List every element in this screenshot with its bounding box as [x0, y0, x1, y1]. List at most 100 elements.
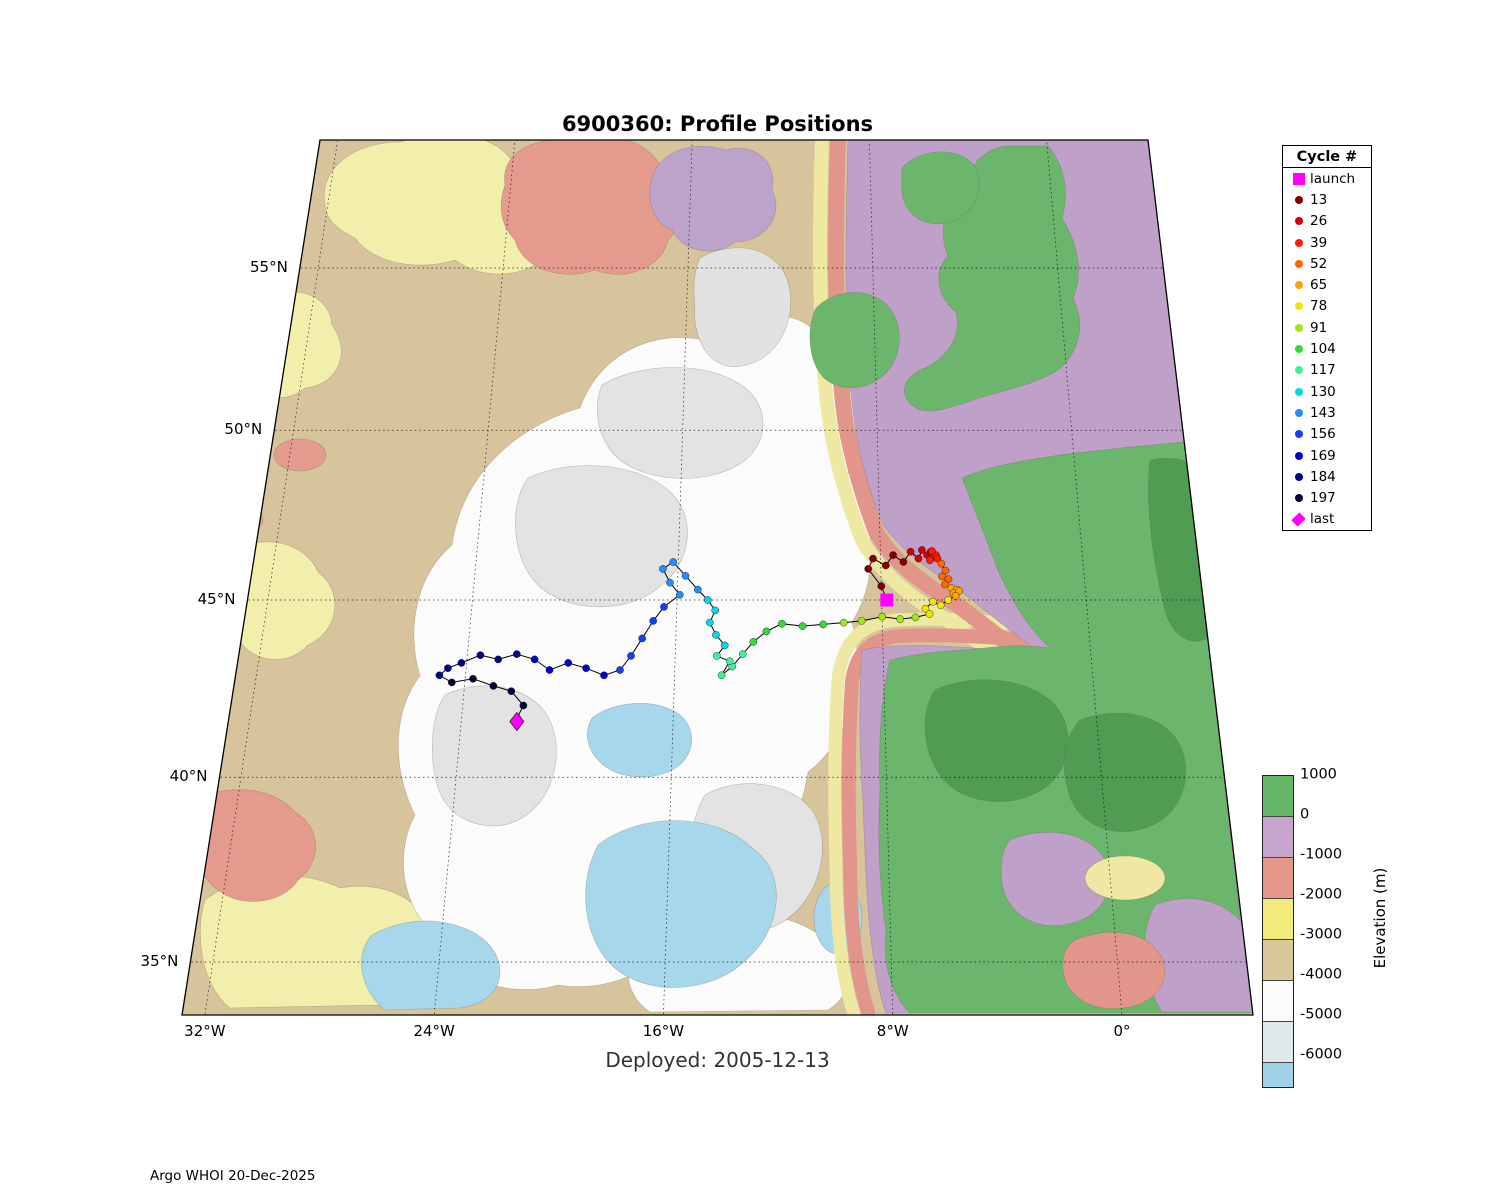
legend-entry-label: 104	[1310, 341, 1336, 358]
profile-point	[911, 613, 920, 622]
profile-point	[435, 671, 444, 680]
profile-point	[476, 651, 485, 660]
profile-point	[749, 638, 758, 646]
cycle-dot-icon	[1294, 217, 1303, 226]
profile-point	[944, 575, 953, 584]
terrain-salmon-patch	[226, 507, 264, 533]
profile-point	[669, 558, 678, 566]
land-highland	[924, 679, 1069, 802]
profile-point	[928, 547, 936, 555]
legend-marker	[1290, 217, 1307, 226]
profile-point	[447, 678, 456, 687]
elevation-colorbar-labels: 1000 0 -1000 -2000 -3000 -4000 -5000 -6000	[1300, 767, 1360, 1095]
cycle-dot-icon	[1294, 302, 1303, 311]
legend-marker	[1290, 408, 1307, 417]
legend-entry-label: 26	[1310, 213, 1328, 230]
profile-point	[494, 655, 503, 664]
cycle-dot-icon	[1294, 366, 1303, 375]
lat-tick-label: 35°N	[140, 952, 179, 970]
colorbar-band	[1263, 898, 1293, 939]
colorbar-tick-label: 0	[1300, 806, 1310, 823]
terrain-gray-patch	[432, 685, 557, 827]
profile-point	[798, 622, 807, 630]
land-yellow-patch	[1084, 855, 1166, 901]
profile-point	[676, 591, 684, 599]
last-diamond-icon	[1291, 512, 1306, 527]
profile-point	[469, 675, 477, 683]
cycle-dot-icon	[1294, 323, 1303, 332]
lon-tick-label: 24°W	[413, 1022, 455, 1040]
terrain-blue-patch	[361, 920, 501, 1011]
profile-point	[877, 582, 886, 590]
colorbar-tick-label: -1000	[1300, 846, 1343, 863]
cycle-dot-icon	[1294, 451, 1303, 460]
colorbar-band	[1263, 939, 1293, 980]
cycle-dot-icon	[1294, 195, 1303, 204]
cycle-dot-icon	[1294, 387, 1303, 396]
terrain-blue-patch	[587, 703, 692, 778]
profile-point	[457, 659, 466, 667]
land-ireland	[809, 292, 900, 389]
profile-point	[721, 641, 729, 650]
profile-point	[926, 556, 934, 565]
cycle-dot-icon	[1294, 345, 1303, 354]
cycle-dot-icon	[1294, 408, 1303, 417]
legend-entry-117: 117	[1283, 360, 1371, 381]
legend-marker	[1290, 451, 1307, 460]
profile-point	[899, 558, 908, 566]
profile-point	[937, 559, 946, 568]
legend-marker	[1290, 472, 1307, 481]
profile-point	[921, 604, 930, 613]
graticule-grid	[191, 140, 1246, 1015]
legend-marker	[1290, 387, 1307, 396]
profile-point	[906, 547, 915, 556]
legend-entry-label: 197	[1310, 490, 1336, 507]
profile-point	[712, 631, 720, 639]
profile-point	[564, 659, 573, 667]
launch-marker	[880, 593, 894, 607]
legend-entry-13: 13	[1283, 189, 1371, 210]
profile-point	[649, 617, 658, 625]
profile-point	[513, 650, 521, 658]
profile-point	[951, 592, 960, 600]
profile-point	[666, 578, 674, 587]
cycle-dot-icon	[1294, 472, 1303, 481]
deployed-caption: Deployed: 2005-12-13	[605, 1048, 830, 1072]
profile-point	[941, 580, 949, 589]
profile-point	[489, 682, 498, 690]
legend-entry-label: 91	[1310, 319, 1328, 336]
profile-point	[713, 652, 721, 660]
profile-point	[929, 597, 937, 606]
colorbar-band	[1263, 980, 1293, 1021]
terrain-blue-patch	[585, 820, 777, 988]
colorbar-tick-label: -3000	[1300, 926, 1343, 943]
profile-point	[889, 551, 897, 559]
profile-point	[925, 610, 934, 618]
legend-entry-143: 143	[1283, 402, 1371, 423]
legend-entry-label: 117	[1310, 362, 1336, 379]
profile-point	[839, 618, 848, 627]
legend-marker	[1290, 430, 1307, 439]
profile-point	[711, 606, 720, 615]
lat-tick-label: 45°N	[197, 590, 236, 608]
colorbar-band	[1263, 816, 1293, 857]
profile-point	[944, 596, 953, 604]
colorbar-tick-label: -6000	[1300, 1046, 1343, 1063]
legend-entries: launch 13 26 39 52 65 78 91 104 117 130 143 156 169 18…	[1283, 168, 1371, 530]
legend-entry-label: 13	[1310, 191, 1328, 208]
legend-entry-label: 39	[1310, 234, 1328, 251]
profile-point	[681, 572, 690, 580]
legend-marker	[1290, 302, 1307, 311]
legend-entry-197: 197	[1283, 487, 1371, 508]
legend-entry-label: 184	[1310, 468, 1336, 485]
elevation-axis-title: Elevation (m)	[1371, 867, 1389, 969]
legend-entry-184: 184	[1283, 466, 1371, 487]
bathymetry-terrain	[182, 140, 1253, 1015]
profile-point	[914, 554, 923, 563]
profile-point	[660, 603, 668, 611]
legend-marker	[1290, 172, 1307, 185]
colorbar-band	[1263, 1062, 1293, 1087]
last-position-marker	[509, 711, 525, 732]
